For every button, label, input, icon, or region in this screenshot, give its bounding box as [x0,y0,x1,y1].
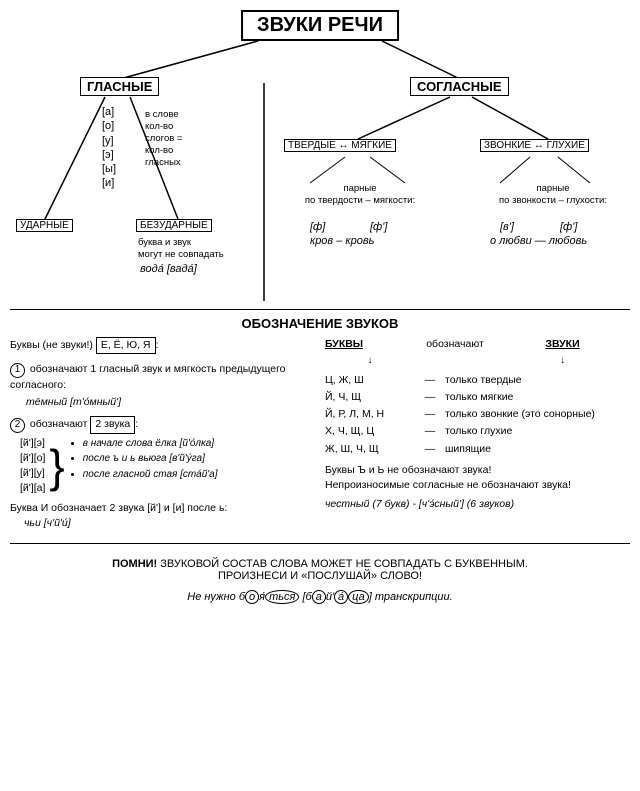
vowels-box: ГЛАСНЫЕ [80,77,159,96]
vowel-note: в слове кол-во слогов = кол-во гласных [145,109,182,168]
unstressed-note: буква и звук могут не совпадать [138,237,224,261]
header-row: БУКВЫ обозначают ЗВУКИ [325,337,630,352]
remember-label: ПОМНИ! [112,558,157,570]
right-column: БУКВЫ обозначают ЗВУКИ ↓ ↓ Ц, Ж, Ш—тольк… [325,337,630,531]
point-2: обозначают [30,418,88,430]
vowel-list: [а] [о] [у] [э] [ы] [и] [102,105,116,191]
curly-brace: } [49,443,64,489]
divider-2 [10,543,630,544]
two-sound-list: [й'][э] [й'][о] [й'][у] [й'][а] } в нача… [20,436,315,497]
divider-1 [10,309,630,310]
hard-soft-box: ТВЕРДЫЕ ↔ МЯГКИЕ [284,139,396,152]
note-silent: Непроизносимые согласные не обозначают з… [325,478,630,493]
mid-section: Буквы (не звуки!) Е, Ё, Ю, Я: 1 обознача… [10,337,630,531]
pair1-b: [ф'] [370,221,387,233]
section2-title: ОБОЗНАЧЕНИЕ ЗВУКОВ [10,316,630,331]
bottom-block: ПОМНИ! ЗВУКОВОЙ СОСТАВ СЛОВА МОЖЕТ НЕ СО… [10,558,630,604]
pair2-word: о любви — любовь [490,235,587,247]
arrow-row: ↓ ↓ [325,354,630,369]
consonants-box: СОГЛАСНЫЕ [410,77,509,96]
bottom-line-2: ПРОИЗНЕСИ И «ПОСЛУШАЙ» СЛОВО! [10,570,630,582]
bullet-list: в начале слова ёлка [й'о́лка] после ъ и … [69,436,218,497]
intro-text: Буквы (не звуки!) [10,339,93,351]
bottom-line-1: ЗВУКОВОЙ СОСТАВ СЛОВА МОЖЕТ НЕ СОВПАДАТЬ… [160,558,528,570]
header-letters: БУКВЫ [325,338,363,350]
main-title: ЗВУКИ РЕЧИ [241,10,399,41]
bottom-example: Не нужно боя́ться [бай'а́ца] транскрипци… [10,590,630,604]
point-1-example: тёмный [т'о́мный'] [26,395,315,410]
circled-2: 2 [10,418,25,433]
pair2-a: [в'] [500,221,514,233]
header-means: обозначают [415,337,495,352]
tail-text: Буква И обозначает 2 звука [й'] и [и] по… [10,501,315,516]
pair1-a: [ф] [310,221,325,233]
note-hard-sign: Буквы Ъ и Ь не обозначают звука! [325,463,630,478]
circled-1: 1 [10,363,25,378]
stressed-box: УДАРНЫЕ [16,219,73,232]
pair1-title: парные по твердости – мягкости: [290,183,430,207]
point-1: обозначают 1 гласный звук и мягкость пре… [10,363,286,391]
letters-box: Е, Ё, Ю, Я [96,337,156,354]
vowel-example: вода́ [вада́] [140,263,197,275]
voiced-deaf-box: ЗВОНКИЕ ↔ ГЛУХИЕ [480,139,589,152]
tail-example: чьи [ч'й'и́] [24,516,315,531]
left-column: Буквы (не звуки!) Е, Ё, Ю, Я: 1 обознача… [10,337,315,531]
pair2-title: парные по звонкости – глухости: [478,183,628,207]
unstressed-box: БЕЗУДАРНЫЕ [136,219,212,232]
right-example: честный (7 букв) - [ч'э́сный'] (6 звуков… [325,497,630,512]
top-diagram: ГЛАСНЫЕ [а] [о] [у] [э] [ы] [и] в слове … [10,41,630,303]
two-sounds-box: 2 звука [90,416,135,433]
header-sounds: ЗВУКИ [545,338,579,350]
pair1-word: кров – кровь [310,235,374,247]
sound-table: Ц, Ж, Ш—только твердые Й, Ч, Щ—только мя… [325,373,630,457]
pair2-b: [ф'] [560,221,577,233]
